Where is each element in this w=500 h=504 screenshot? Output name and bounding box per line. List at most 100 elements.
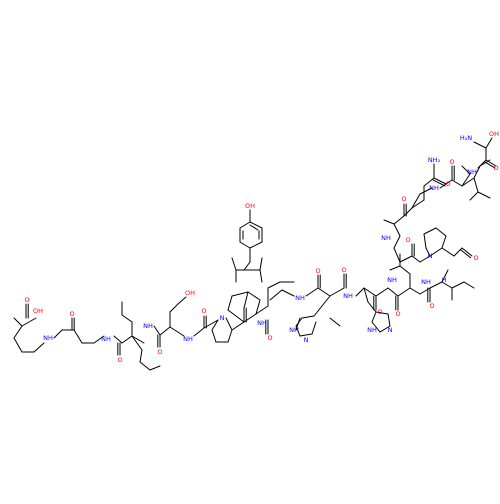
bond-161	[473, 165, 481, 179]
bond-24	[139, 349, 143, 363]
bond-128	[423, 227, 437, 235]
bond-166	[461, 173, 471, 187]
bond-124	[441, 269, 449, 283]
bond-87	[301, 315, 315, 319]
bond-121	[463, 281, 475, 289]
oxygen-label: O	[315, 267, 320, 275]
bond-164	[469, 191, 479, 201]
bond-111	[409, 287, 421, 295]
bond-48	[255, 299, 261, 315]
bond-117	[429, 281, 443, 289]
nitrogen-label: N	[304, 336, 309, 344]
bond-83	[317, 287, 331, 297]
bond-170	[485, 159, 497, 167]
bond-4	[33, 342, 45, 353]
bond-150	[423, 177, 435, 187]
bond-137	[393, 235, 401, 249]
bond-80	[305, 287, 319, 297]
bond-25	[139, 361, 151, 371]
bond-12	[73, 329, 83, 344]
oxygen-label: O	[429, 302, 434, 310]
bond-157	[451, 179, 463, 187]
bond-165	[477, 191, 491, 199]
bond-67	[249, 224, 259, 231]
bond-5	[21, 317, 37, 327]
nitrogen-label: N	[428, 252, 433, 260]
bond-153	[432, 179, 446, 187]
bond-26	[149, 365, 161, 371]
oxygen-label: O	[395, 310, 400, 318]
bond-148	[411, 199, 425, 209]
bond-136	[393, 247, 401, 263]
oxygen-label: O	[493, 164, 498, 172]
oxygen-label: O	[473, 254, 478, 262]
bond-100	[371, 321, 381, 333]
bond-47	[243, 313, 257, 323]
oxygen-label: O	[449, 158, 454, 166]
bond-168	[477, 159, 487, 169]
bond-52	[227, 309, 245, 323]
nh-label: NH	[257, 319, 267, 327]
amine-label: H₂N	[460, 134, 472, 142]
bond-126	[441, 235, 447, 249]
bond-129	[423, 233, 427, 249]
nh-label: NH	[387, 276, 397, 284]
bond-86	[313, 305, 323, 317]
bond-135	[399, 255, 413, 263]
amide-label: NH₂	[428, 156, 441, 164]
nitrogen-label: N	[388, 326, 393, 334]
bond-145	[403, 207, 413, 217]
bond-163	[473, 177, 479, 193]
bond-85	[321, 295, 331, 307]
bond-144	[393, 215, 405, 225]
bond-14	[93, 335, 105, 344]
oxygen-label: O	[24, 296, 29, 304]
bond-44	[231, 321, 245, 331]
bond-142	[461, 247, 473, 257]
bond-42	[227, 329, 233, 343]
bond-101	[379, 325, 391, 333]
nh-label: NH	[367, 326, 377, 334]
oxygen-label: O	[117, 356, 122, 364]
bond-55	[243, 291, 249, 309]
bond-102	[387, 313, 391, 327]
bond-125	[429, 247, 443, 257]
nh-label: NH	[43, 334, 53, 342]
bond-50	[231, 291, 249, 297]
hydroxyl-label: OH	[185, 289, 195, 297]
bond-130	[425, 247, 431, 257]
oxygen-label: O	[157, 348, 162, 356]
bond-173	[473, 141, 487, 149]
bond-16	[121, 335, 133, 344]
bond-107	[387, 287, 399, 297]
bond-112	[419, 287, 431, 295]
bond-76	[259, 257, 263, 271]
bond-30	[159, 326, 171, 336]
nh-label: NH	[343, 292, 353, 300]
bond-33	[177, 296, 187, 305]
bond-78	[269, 289, 283, 301]
bond-171	[484, 161, 496, 169]
bond-116	[389, 265, 401, 271]
bond-39	[211, 319, 219, 331]
bond-63	[239, 241, 251, 249]
oxygen-label: O	[445, 180, 450, 188]
bond-59	[239, 221, 251, 229]
bond-60	[249, 221, 263, 229]
bond-98	[367, 301, 377, 313]
bond-34	[169, 326, 185, 337]
nh-label: NH	[381, 234, 391, 242]
bond-0	[13, 317, 23, 327]
oxygen-label: O	[377, 308, 382, 316]
nh-label: NH	[295, 294, 305, 302]
bond-118	[441, 281, 453, 289]
nh-label: NH	[101, 335, 111, 343]
bond-92	[329, 287, 345, 297]
bond-2	[13, 337, 23, 353]
bond-58	[267, 281, 281, 289]
nh-label: NH	[429, 184, 439, 192]
bond-141	[453, 247, 463, 257]
bond-175	[329, 317, 341, 327]
